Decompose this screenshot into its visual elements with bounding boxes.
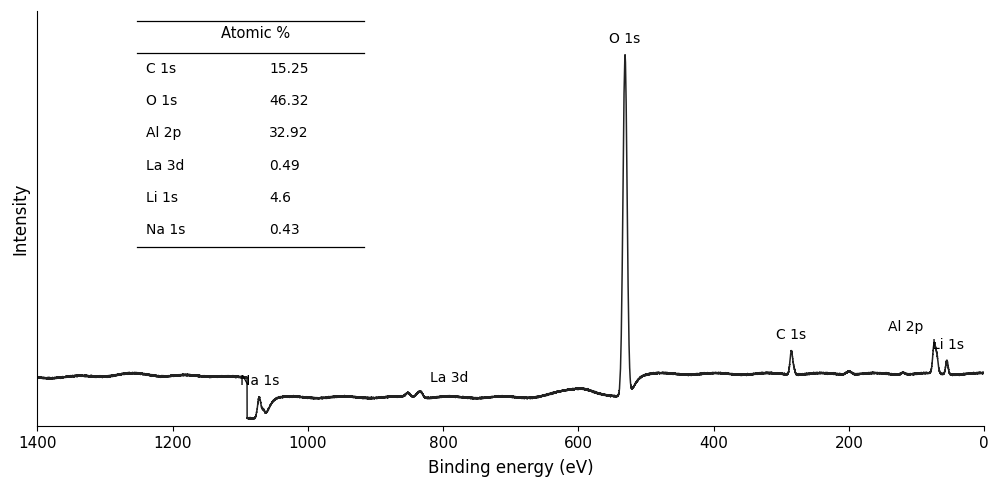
Text: Al 2p: Al 2p xyxy=(888,320,923,334)
Text: Li 1s: Li 1s xyxy=(932,338,964,351)
Y-axis label: Intensity: Intensity xyxy=(11,183,29,255)
Text: Na 1s: Na 1s xyxy=(240,374,279,388)
Text: O 1s: O 1s xyxy=(146,94,178,108)
Text: La 3d: La 3d xyxy=(146,159,185,173)
Text: La 3d: La 3d xyxy=(430,371,468,385)
Text: Li 1s: Li 1s xyxy=(146,191,178,205)
Text: O 1s: O 1s xyxy=(609,32,641,46)
X-axis label: Binding energy (eV): Binding energy (eV) xyxy=(428,459,594,477)
Text: 15.25: 15.25 xyxy=(269,62,309,76)
Text: Na 1s: Na 1s xyxy=(146,224,186,238)
Text: C 1s: C 1s xyxy=(146,62,176,76)
Text: 4.6: 4.6 xyxy=(269,191,291,205)
Text: 0.43: 0.43 xyxy=(269,224,300,238)
Text: C 1s: C 1s xyxy=(776,328,806,343)
Text: Al 2p: Al 2p xyxy=(146,126,182,141)
Text: 46.32: 46.32 xyxy=(269,94,309,108)
Text: Atomic %: Atomic % xyxy=(221,26,290,41)
Text: 32.92: 32.92 xyxy=(269,126,309,141)
Text: 0.49: 0.49 xyxy=(269,159,300,173)
